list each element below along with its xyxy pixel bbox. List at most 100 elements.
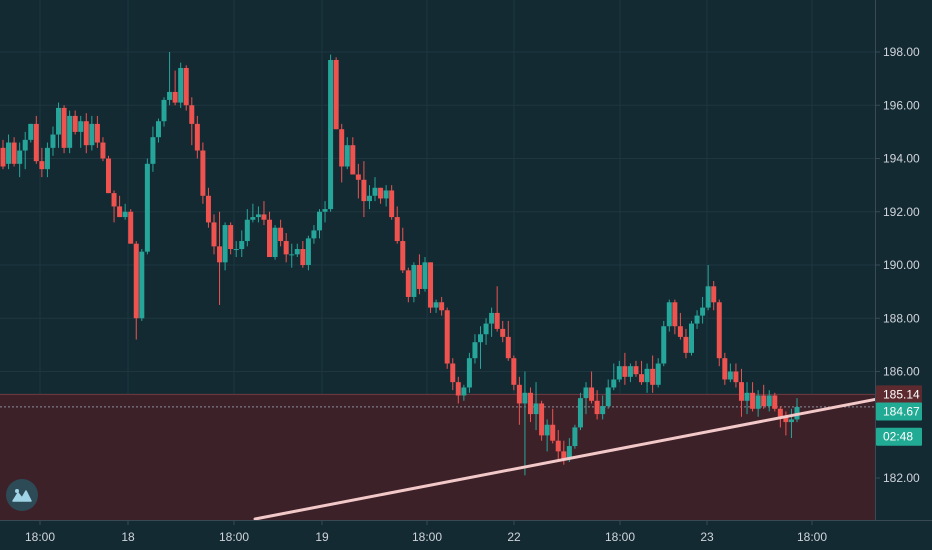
candle-body	[439, 302, 445, 311]
candle-body	[650, 368, 656, 385]
x-tick-label: 18:00	[412, 530, 442, 544]
candle-body	[222, 225, 228, 263]
candle-body	[478, 334, 484, 343]
candle-body	[583, 387, 589, 399]
resistance-zone	[0, 394, 875, 520]
candle-body	[733, 371, 739, 383]
y-axis: 198.00 196.00 194.00 192.00 190.00 188.00 186.…	[875, 45, 920, 485]
candle-body	[78, 121, 84, 132]
candle-body	[33, 123, 39, 162]
candle-body	[544, 424, 550, 436]
candle-body	[378, 187, 384, 199]
x-tick-label: 23	[700, 530, 714, 544]
candle-body	[444, 310, 450, 364]
trendline[interactable]	[253, 397, 877, 521]
candle-body	[372, 187, 378, 196]
candle-body	[61, 107, 67, 148]
candle-body	[83, 121, 89, 146]
time-scale-background[interactable]	[0, 520, 932, 550]
candle-body	[261, 214, 267, 220]
candle-body	[144, 163, 150, 252]
candle-body	[727, 371, 733, 380]
candle-body	[389, 190, 395, 218]
candle-body	[705, 286, 711, 308]
x-axis: 18:00 18 18:00 19 18:00 22 18:00 23 18:00	[25, 520, 827, 544]
candle-body	[433, 302, 439, 308]
candle-body	[722, 358, 728, 380]
candle-body	[133, 243, 139, 319]
candle-body	[672, 302, 678, 327]
candle-body	[56, 107, 62, 135]
candle-body	[411, 265, 417, 297]
candle-body	[189, 105, 195, 124]
candle-body	[100, 142, 106, 159]
y-tick-label: 186.00	[883, 365, 920, 379]
price-tags: 185.14 184.67 02:48	[876, 385, 922, 446]
candle-body	[250, 217, 256, 220]
y-tick-label: 192.00	[883, 205, 920, 219]
candle-body	[161, 99, 167, 122]
candle-body	[594, 400, 600, 415]
candle-body	[128, 211, 134, 244]
candle-body	[94, 123, 100, 143]
candle-body	[400, 241, 406, 271]
price-tag-label-resistance-level: 185.14	[883, 387, 920, 401]
candle-body	[639, 374, 645, 383]
candle-body	[300, 249, 306, 265]
candle-body	[139, 251, 145, 319]
candle-body	[255, 214, 261, 218]
candle-body	[333, 59, 339, 130]
candle-body	[50, 134, 56, 148]
candle-body	[105, 158, 111, 194]
y-tick-label: 198.00	[883, 45, 920, 59]
candle-body	[761, 395, 767, 407]
candle-body	[244, 219, 250, 242]
candle-body	[461, 387, 467, 396]
candle-body	[450, 363, 456, 383]
candle-body	[272, 227, 278, 258]
candle-body	[294, 249, 300, 255]
candle-body	[283, 241, 289, 255]
candle-body	[494, 312, 500, 329]
candle-body	[350, 145, 356, 175]
candle-body	[316, 211, 322, 231]
candle-body	[633, 366, 639, 375]
candle-body	[550, 424, 556, 441]
candle-body	[67, 115, 73, 148]
tradingview-logo-icon[interactable]	[6, 479, 38, 511]
candle-body	[72, 115, 78, 132]
candle-body	[600, 406, 606, 415]
candle-body	[239, 241, 245, 250]
candle-body	[589, 387, 595, 401]
candle-body	[200, 150, 206, 196]
x-tick-label: 18:00	[797, 530, 827, 544]
x-tick-label: 18:00	[219, 530, 249, 544]
candle-body	[344, 145, 350, 167]
candle-body	[44, 147, 50, 170]
candle-body	[788, 419, 794, 423]
candle-body	[122, 211, 128, 218]
price-tag-resistance-level	[876, 385, 922, 404]
candle-body	[111, 193, 117, 207]
candle-body	[150, 137, 156, 164]
candle-body	[661, 326, 667, 364]
candle-body	[355, 174, 361, 180]
candle-body	[394, 217, 400, 242]
price-tag-last-price	[876, 402, 922, 421]
candle-body	[205, 195, 211, 223]
candle-body	[483, 323, 489, 335]
candle-body	[328, 59, 334, 210]
candle-body	[422, 262, 428, 289]
candle-body	[683, 336, 689, 353]
candle-body	[405, 270, 411, 297]
candle-body	[322, 209, 328, 212]
candle-body	[566, 446, 572, 460]
candle-body	[744, 392, 750, 401]
candle-body	[0, 147, 6, 167]
candle-body	[772, 395, 778, 409]
candle-body	[428, 262, 434, 308]
candle-body	[11, 142, 17, 164]
candle-body	[194, 123, 200, 151]
candle-body	[472, 342, 478, 359]
